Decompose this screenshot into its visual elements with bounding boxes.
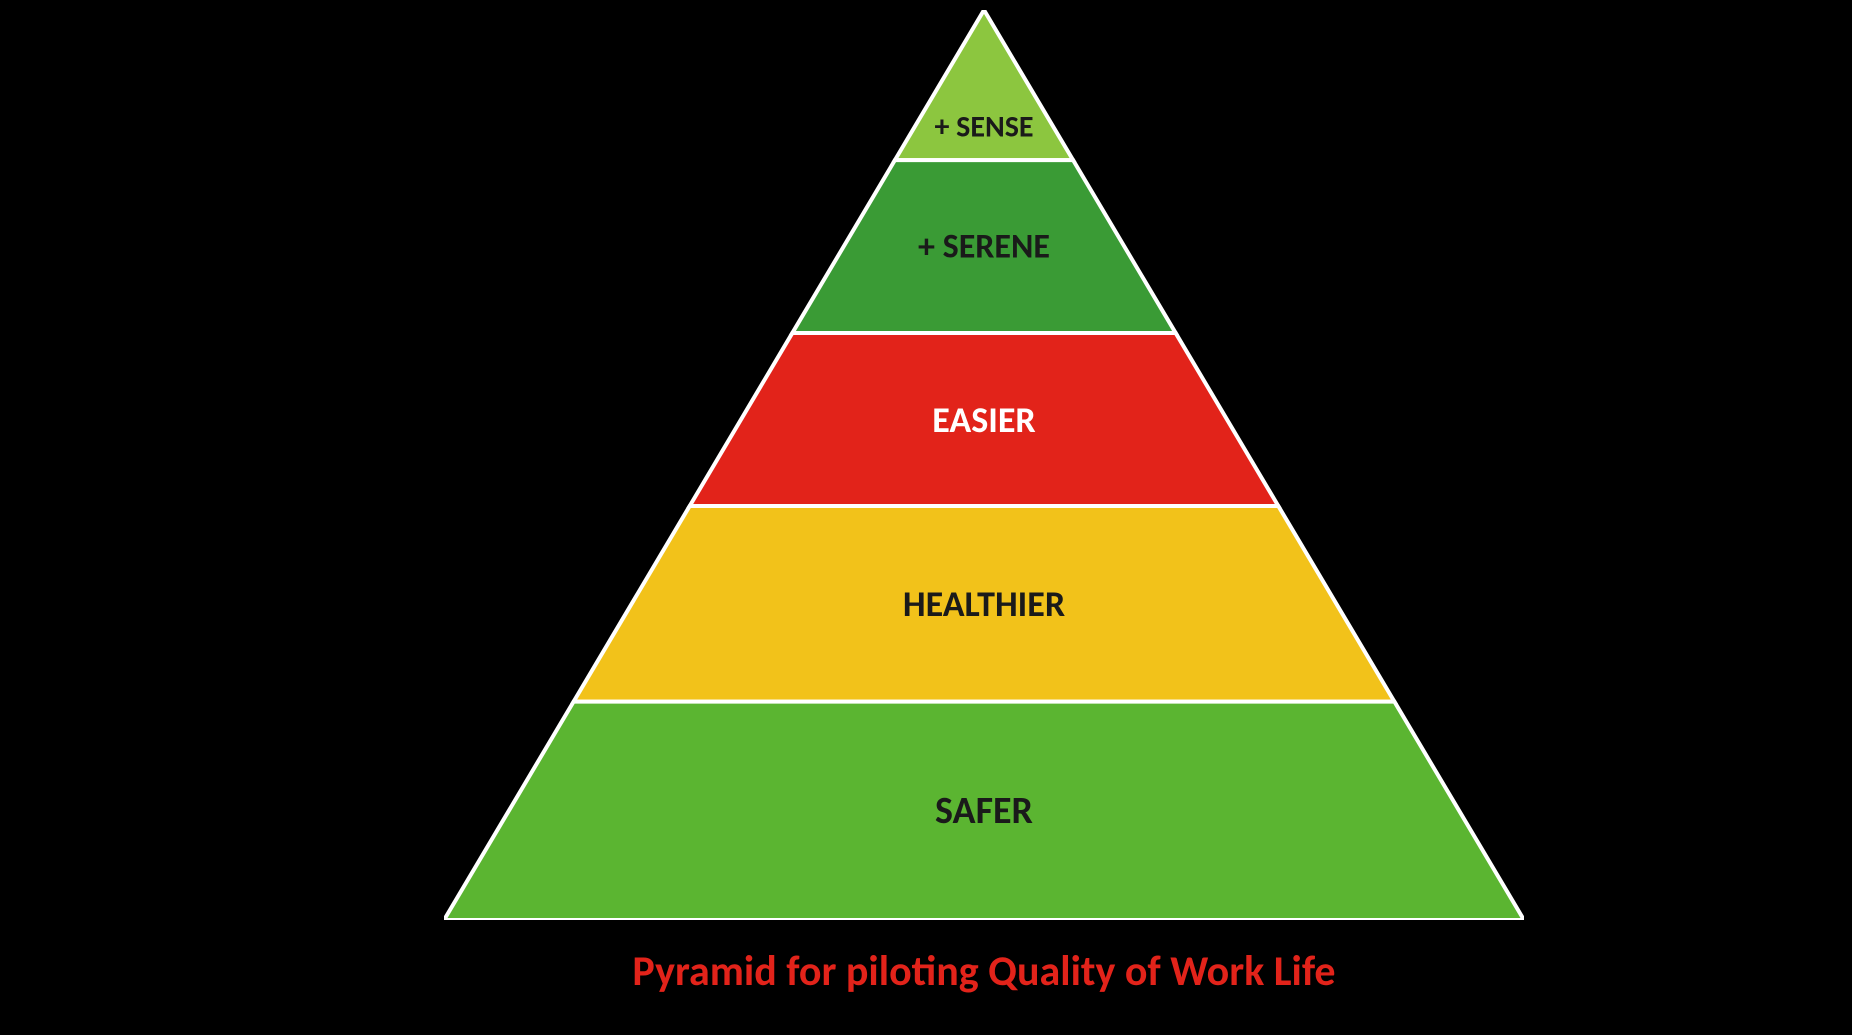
pyramid-label-healthier: HEALTHIER [903, 582, 1065, 626]
pyramid-caption: Pyramid for piloting Quality of Work Lif… [632, 946, 1335, 997]
pyramid-svg [444, 10, 1524, 920]
diagram-stage: Pyramid for piloting Quality of Work Lif… [0, 0, 1852, 1035]
pyramid-label-easier: EASIER [932, 398, 1035, 442]
pyramid-label-serene: + SERENE [918, 226, 1050, 267]
pyramid-label-sense: + SENSE [934, 109, 1033, 146]
pyramid-label-safer: SAFER [935, 788, 1033, 834]
